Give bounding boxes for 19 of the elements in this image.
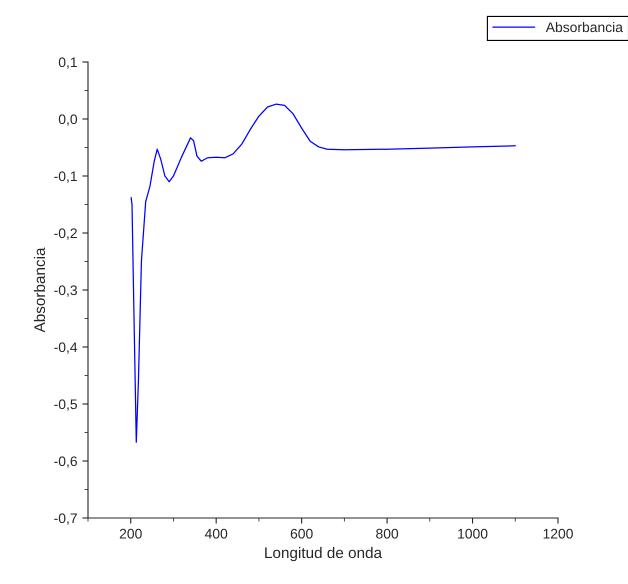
x-tick-label: 800 (376, 528, 398, 539)
x-tick-label: 400 (204, 528, 228, 539)
y-tick-label: -0,2 (54, 228, 77, 240)
y-tick-label: -0,1 (54, 171, 77, 183)
y-tick-label: -0,5 (54, 399, 78, 411)
x-tick-label: 200 (120, 528, 142, 539)
y-tick-label: -0,6 (54, 456, 77, 468)
line-series (130, 104, 516, 443)
y-tick-label: -0,4 (54, 342, 78, 354)
x-axis-title: Longitud de onda (265, 546, 382, 562)
y-tick-label: -0,7 (54, 513, 77, 525)
y-axis-title: Absorbancia (34, 248, 46, 332)
legend-label: Absorbancia (546, 22, 623, 32)
y-tick-label: -0,3 (54, 285, 77, 297)
x-tick-label: 1200 (544, 528, 573, 539)
y-tick-label: 0,1 (58, 57, 77, 69)
y-tick-label: 0,0 (58, 114, 78, 126)
x-tick-label: 1000 (458, 528, 488, 539)
x-tick-label: 600 (290, 528, 313, 539)
